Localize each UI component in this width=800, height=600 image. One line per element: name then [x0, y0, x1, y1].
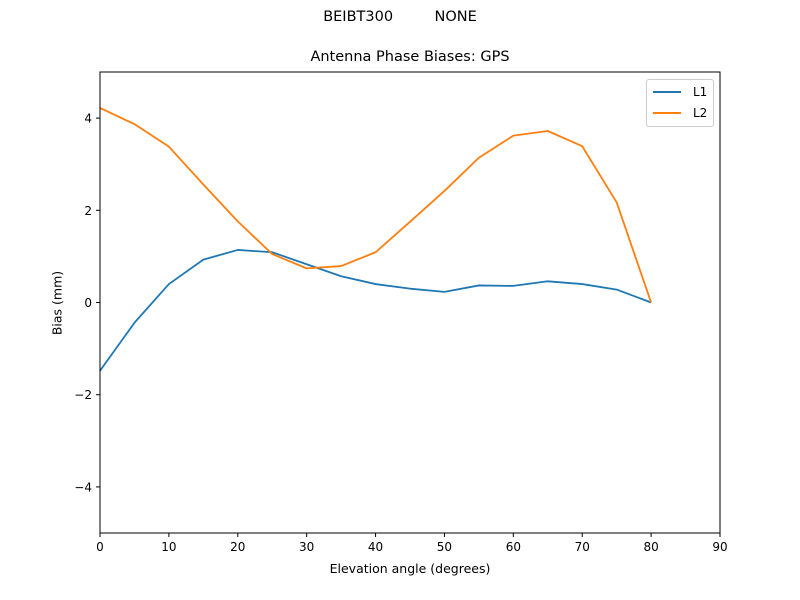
legend-item-l1: L1 [653, 85, 707, 99]
chart-title: Antenna Phase Biases: GPS [310, 49, 510, 65]
legend-label-l2: L2 [693, 106, 708, 120]
x-tick-label: 40 [368, 540, 383, 554]
y-tick-label: 4 [84, 112, 92, 126]
x-tick-label: 90 [712, 540, 727, 554]
x-tick-label: 20 [230, 540, 245, 554]
x-tick-label: 50 [437, 540, 452, 554]
legend-label-l1: L1 [693, 85, 708, 99]
x-tick-label: 60 [506, 540, 521, 554]
x-tick-label: 30 [299, 540, 314, 554]
y-tick-label: −2 [74, 388, 92, 402]
data-lines [99, 107, 652, 372]
legend: L1 L2 [646, 79, 714, 127]
y-axis-ticks: −4 −2 0 2 4 [74, 112, 100, 494]
x-tick-label: 70 [575, 540, 590, 554]
x-axis-ticks: 0 10 20 30 40 50 60 70 80 90 [96, 533, 728, 554]
y-axis-label: Bias (mm) [49, 270, 65, 336]
x-axis-label: Elevation angle (degrees) [329, 561, 491, 576]
series-line-l1 [99, 249, 652, 372]
figure-suptitle: BEIBT300 NONE [323, 9, 477, 25]
series-line-l2 [99, 107, 652, 303]
x-tick-label: 0 [96, 540, 104, 554]
legend-line-l1-icon [653, 91, 681, 93]
y-tick-label: 2 [84, 204, 92, 218]
x-tick-label: 10 [161, 540, 176, 554]
legend-item-l2: L2 [653, 106, 707, 120]
x-tick-label: 80 [643, 540, 658, 554]
y-tick-label: 0 [84, 296, 92, 310]
y-tick-label: −4 [74, 480, 92, 494]
legend-line-l2-icon [653, 112, 681, 114]
axes-frame [99, 71, 721, 534]
